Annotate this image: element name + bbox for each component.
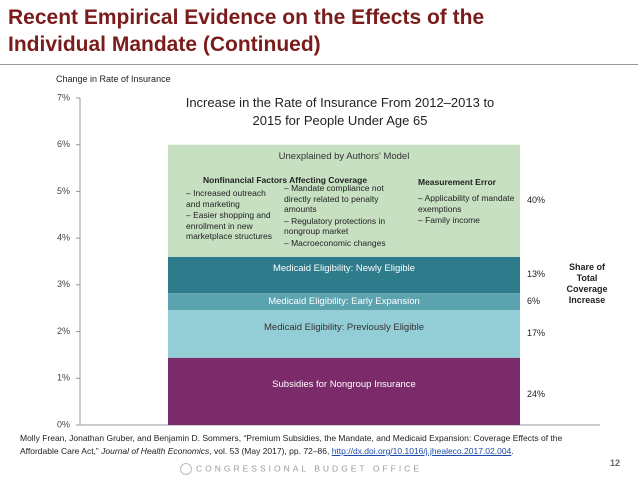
annotation-title: Measurement Error <box>418 177 496 187</box>
y-tick-label: 1% <box>57 373 70 383</box>
y-axis-label: Change in Rate of Insurance <box>56 74 171 84</box>
y-tick-label: 6% <box>57 139 70 149</box>
share-label: 40% <box>527 194 546 205</box>
bar-segment <box>168 256 520 294</box>
share-label: 6% <box>527 295 541 306</box>
chart-title: Increase in the Rate of Insurance From 2… <box>185 95 495 128</box>
annotation-list: – Applicability of mandate exemptions – F… <box>418 193 518 227</box>
annotation-item: – Regulatory protections in nongroup mar… <box>284 215 386 237</box>
segment-label: Medicaid Eligibility: Previously Eligibl… <box>264 321 424 333</box>
slide-title: Recent Empirical Evidence on the Effects… <box>8 6 485 56</box>
annotation-list: – Increased outreach and marketing – Easi… <box>186 188 281 243</box>
share-label: 24% <box>527 389 546 400</box>
citation-text: . <box>511 446 514 456</box>
doi-link[interactable]: http://dx.doi.org/10.1016/j.jhealeco.201… <box>331 446 512 456</box>
share-label: 17% <box>527 327 546 338</box>
annotation-item: – Mandate compliance not directly relate… <box>284 183 384 214</box>
segment-label: Medicaid Eligibility: Newly Eligible <box>272 263 416 275</box>
journal: Journal of Health Economics <box>101 446 210 456</box>
y-tick-label: 2% <box>57 326 70 336</box>
bar-segment <box>168 293 520 311</box>
segment-label: Medicaid Eligibility: Early Expansion <box>268 295 420 307</box>
y-tick-label: 7% <box>57 92 70 102</box>
y-tick-label: 5% <box>57 186 70 196</box>
annotation-item: – Macroeconomic changes <box>284 237 386 248</box>
page-number: 12 <box>610 458 621 468</box>
annotation-title: Nonfinancial Factors Affecting Coverage <box>203 175 368 185</box>
logo-text: CONGRESSIONAL BUDGET OFFICE <box>196 463 422 474</box>
bar-segment <box>168 310 520 358</box>
annotation-item: – Family income <box>418 215 480 225</box>
segment-label: Subsidies for Nongroup Insurance <box>272 379 416 391</box>
bar-segment <box>168 357 520 425</box>
y-tick-label: 4% <box>57 233 70 243</box>
title-rule <box>0 64 638 65</box>
annotation-item: – Applicability of mandate exemptions <box>418 193 515 214</box>
citation-text: , vol. 53 (May 2017), pp. 72–86, <box>209 446 332 456</box>
share-title: Share of Total Coverage Increase <box>566 262 608 305</box>
segment-label: Unexplained by Authors' Model <box>278 150 410 162</box>
y-tick-label: 0% <box>57 419 70 429</box>
annotation-item: – Increased outreach and marketing <box>186 188 266 209</box>
annotation-list: – Mandate compliance not directly relate… <box>284 183 392 249</box>
citation-text: Molly Frean, Jonathan Gruber, and Benjam… <box>20 433 563 456</box>
citation: Molly Frean, Jonathan Gruber, and Benjam… <box>20 432 600 458</box>
annotation-item: – Easier shopping and enrollment in new … <box>186 210 272 241</box>
y-tick-label: 3% <box>57 279 70 289</box>
logo: CONGRESSIONAL BUDGET OFFICE <box>180 463 422 475</box>
share-label: 13% <box>527 269 546 280</box>
bar-segment <box>168 144 520 257</box>
